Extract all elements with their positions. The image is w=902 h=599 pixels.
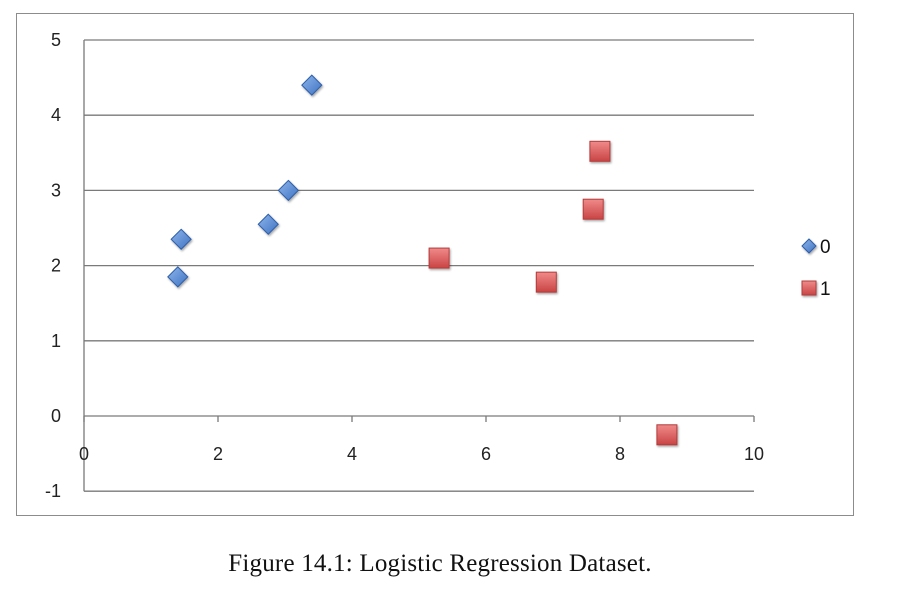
x-tick-label: 10 <box>744 444 764 464</box>
x-tick-label: 4 <box>347 444 357 464</box>
grid-layer <box>84 39 754 492</box>
x-tick-label: 8 <box>615 444 625 464</box>
axis-layer: -1 0 1 2 3 4 5 0 2 4 6 8 10 <box>45 30 764 501</box>
x-tick-label: 2 <box>213 444 223 464</box>
data-point-class-0 <box>277 179 300 202</box>
legend: 01 <box>801 237 831 300</box>
data-point-class-0 <box>257 213 279 235</box>
y-tick-label: 3 <box>51 180 61 200</box>
legend-label-1: 1 <box>820 279 831 300</box>
y-tick-label: 1 <box>51 331 61 351</box>
marks-layer <box>167 74 678 446</box>
data-point-class-0 <box>170 228 192 250</box>
y-tick-label: 0 <box>51 406 61 426</box>
x-tick-label: 0 <box>79 444 89 464</box>
x-tick-label: 6 <box>481 444 491 464</box>
data-point-class-1 <box>428 247 450 269</box>
y-tick-label: 4 <box>51 105 61 125</box>
data-point-class-1 <box>582 198 604 220</box>
data-point-class-1 <box>589 140 611 162</box>
figure-caption: Figure 14.1: Logistic Regression Dataset… <box>228 550 652 577</box>
data-point-class-1 <box>656 424 678 446</box>
legend-marker-0 <box>801 238 817 254</box>
y-tick-label: 5 <box>51 30 61 50</box>
legend-marker-1 <box>801 280 817 296</box>
data-point-class-0 <box>301 74 323 96</box>
y-tick-label: -1 <box>45 481 61 501</box>
legend-label-0: 0 <box>820 237 831 258</box>
data-point-class-0 <box>167 266 189 288</box>
data-point-class-1 <box>535 271 557 293</box>
y-tick-label: 2 <box>51 256 61 276</box>
